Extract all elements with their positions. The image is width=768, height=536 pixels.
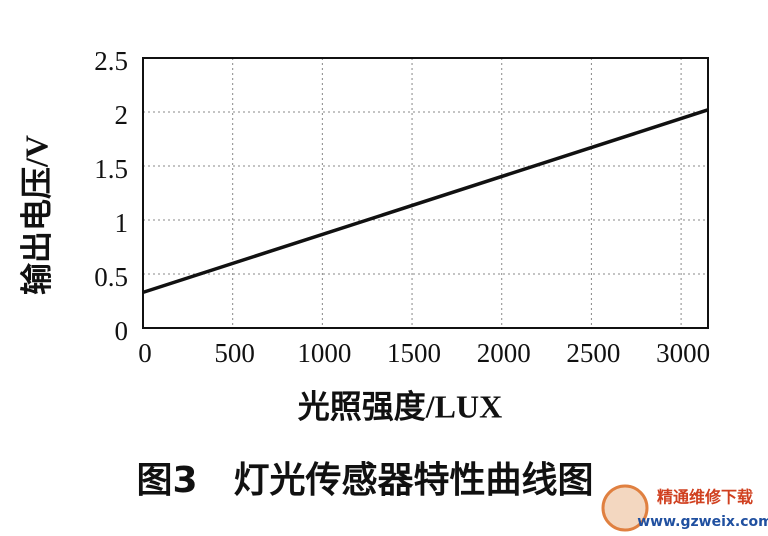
watermark-url: www.gzweix.com (637, 514, 768, 530)
y-tick-label: 2 (115, 100, 129, 130)
x-tick-label: 2500 (566, 338, 620, 368)
caption: 图3 灯光传感器特性曲线图 (136, 460, 593, 501)
y-tick-label: 1 (115, 208, 129, 238)
y-tick-label: 1.5 (94, 154, 128, 184)
x-tick-label: 1500 (387, 338, 441, 368)
watermark-logo (601, 484, 649, 532)
x-tick-label: 3000 (656, 338, 710, 368)
x-tick-label: 1000 (297, 338, 351, 368)
watermark: 精通维修下载 (657, 488, 753, 507)
x-tick-label: 500 (214, 338, 255, 368)
x-tick-label: 0 (138, 338, 152, 368)
x-axis-label: 光照强度/LUX (298, 388, 502, 424)
y-tick-label: 0.5 (94, 262, 128, 292)
plot-frame (142, 57, 709, 329)
x-tick-label: 2000 (477, 338, 531, 368)
y-tick-label: 2.5 (94, 46, 128, 76)
y-axis-label: 输出电压/V (18, 135, 54, 295)
data-line (142, 108, 709, 295)
y-tick-label: 0 (115, 316, 129, 346)
